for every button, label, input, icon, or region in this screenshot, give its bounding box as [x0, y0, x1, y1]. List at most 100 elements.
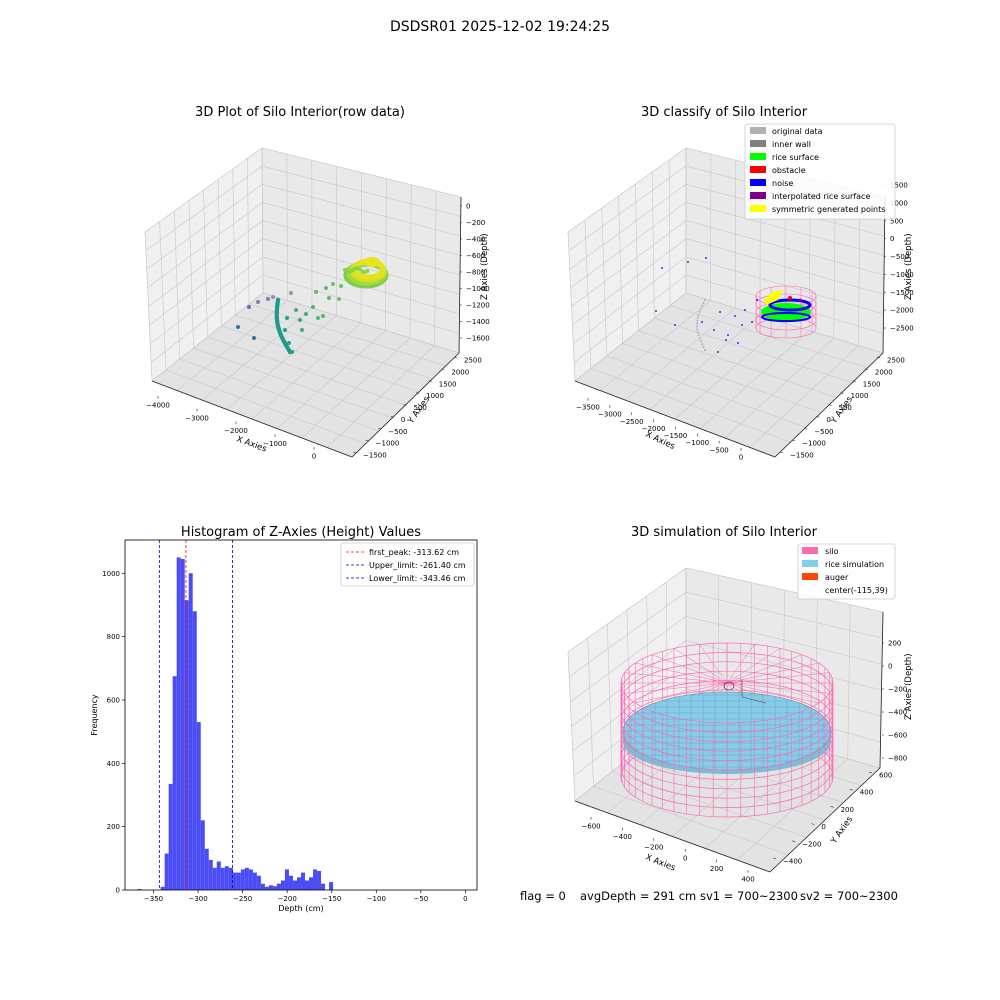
sim-z-tick-label: −600: [888, 732, 907, 740]
status-footer: flag = 0 avgDepth = 291 cm sv1 = 700~230…: [0, 889, 1000, 907]
x-tick-label: 0: [463, 895, 467, 903]
raw-y-tick-mark: [403, 404, 407, 406]
histogram-bar: [329, 882, 334, 890]
wall-point: [696, 328, 699, 331]
center-marker: [741, 696, 767, 704]
cls-y-tick-mark: [779, 451, 784, 454]
raw-point: [337, 297, 341, 301]
classify-plot-title: 3D classify of Silo Interior: [641, 105, 808, 120]
legend-swatch: [750, 140, 766, 147]
silo-lid-spoke: [726, 654, 803, 684]
cls-y-tick-label: 1500: [863, 380, 881, 388]
histogram-bar: [196, 722, 201, 890]
raw-x-tick-label: −4000: [146, 402, 170, 410]
cls-x-tick-label: −1500: [664, 432, 688, 440]
grid-line: [150, 256, 460, 345]
noise-point: [744, 309, 746, 311]
raw-point: [314, 290, 318, 294]
histogram-bar: [305, 880, 310, 890]
z-axis-line: [458, 196, 462, 354]
classify-z-label: Z Axies (Depth): [904, 233, 914, 300]
cls-y-tick-label: 2000: [875, 368, 893, 376]
silo-lid-spoke: [635, 662, 728, 684]
legend-label: original data: [772, 127, 823, 136]
raw-z-label: Z Axies (Depth): [480, 233, 490, 300]
cls-y-tick-mark: [792, 439, 796, 442]
cls-x-tick-label: −1000: [685, 439, 709, 447]
raw-y-tick-mark: [365, 439, 369, 442]
grid-line: [146, 183, 461, 270]
raw-y-ticks: −1500 −1000 −500 0 500 1000 1500 2000 2500: [352, 357, 482, 460]
classified-points: [655, 257, 817, 353]
noise-point: [687, 261, 689, 263]
histogram-panel: Histogram of Z-Axies (Height) Values −35…: [90, 525, 478, 913]
noise-point: [719, 311, 721, 313]
cls-z-tick-label: 1500: [890, 182, 908, 190]
y-axis-line: [774, 352, 884, 458]
noise-point: [751, 321, 753, 323]
obstacle-point: [788, 296, 792, 300]
wall-point: [696, 316, 699, 319]
classify-legend: original data inner wall rice surface obsta…: [744, 123, 896, 220]
histogram-bar: [168, 783, 173, 890]
legend-label: rice surface: [772, 153, 819, 162]
raw-point: [311, 305, 315, 309]
surface-top: [364, 257, 380, 267]
cls-z-tick-label: 0: [890, 235, 894, 243]
sim-y-tick-mark: [868, 771, 873, 774]
histogram-bar: [317, 870, 322, 890]
histogram-bar: [276, 883, 281, 890]
classify-y-ticks: −1500 −1000 −500 0 500 1000 1500 2000 2500: [779, 357, 905, 460]
z-axis-line: [879, 611, 884, 769]
raw-point: [266, 297, 270, 301]
cls-z-tick-label: −2000: [890, 307, 914, 315]
grid-line: [145, 165, 461, 251]
histogram-bar: [180, 559, 185, 890]
grid-line: [571, 220, 885, 307]
wall-point: [704, 349, 706, 351]
y-tick-label: 1000: [102, 570, 120, 578]
cls-y-tick-mark: [816, 416, 820, 418]
noise-point: [661, 267, 663, 269]
sim-y-tick-mark: [772, 857, 777, 860]
sv1-readout: sv1 = 700~2300: [700, 889, 798, 903]
silo-lid-spoke: [651, 654, 728, 684]
histogram-bar: [252, 872, 257, 890]
raw-x-tick-label: 0: [312, 453, 316, 461]
sim-z-tick-label: 200: [888, 640, 901, 648]
avg-depth-readout: avgDepth = 291 cm: [580, 889, 697, 903]
legend-swatch: [802, 560, 818, 567]
cls-z-tick-label: 1000: [890, 199, 908, 207]
histogram-bar: [264, 886, 269, 890]
histogram-y-label: Frequency: [90, 694, 99, 736]
histogram-bar: [212, 867, 217, 890]
noise-band: [761, 312, 811, 322]
raw-x-ticks: −4000 −3000 −2000 −1000 0: [146, 396, 316, 461]
x-tick-label: −250: [233, 895, 252, 903]
histogram-bar: [272, 886, 277, 890]
cls-x-tick-label: −500: [710, 446, 729, 454]
raw-z-tick-label: −400: [466, 236, 485, 244]
histogram-bar: [216, 861, 221, 890]
noise-point: [734, 315, 736, 317]
cls-y-tick-label: 1000: [851, 392, 869, 400]
classified-3d-panel: 3D classify of Silo Interior −3500−3000−…: [567, 105, 914, 462]
silo-lid-spoke: [673, 648, 728, 684]
silo-lid-spoke: [726, 682, 830, 694]
cls-y-tick-mark: [804, 427, 808, 430]
x-tick-label: −50: [413, 895, 428, 903]
simulation-x-label: X Axies: [644, 853, 677, 874]
raw-data-3d-panel: 3D Plot of Silo Interior(row data) −4000…: [144, 105, 490, 461]
histogram-bar: [240, 869, 245, 890]
silo-lid-spoke: [726, 672, 830, 684]
cls-x-tick-label: −3000: [598, 411, 622, 419]
noise-point: [674, 324, 676, 326]
histogram-bar: [176, 557, 181, 890]
raw-y-tick-label: −1000: [376, 440, 400, 448]
grid-line: [573, 274, 884, 363]
sim-x-tick-label: −200: [644, 844, 663, 852]
raw-point: [290, 350, 294, 354]
grid-line: [570, 615, 883, 702]
simulation-z-ticks: −800 −600 −400 −200 0 200: [882, 640, 907, 763]
y-tick-label: 200: [107, 823, 120, 831]
